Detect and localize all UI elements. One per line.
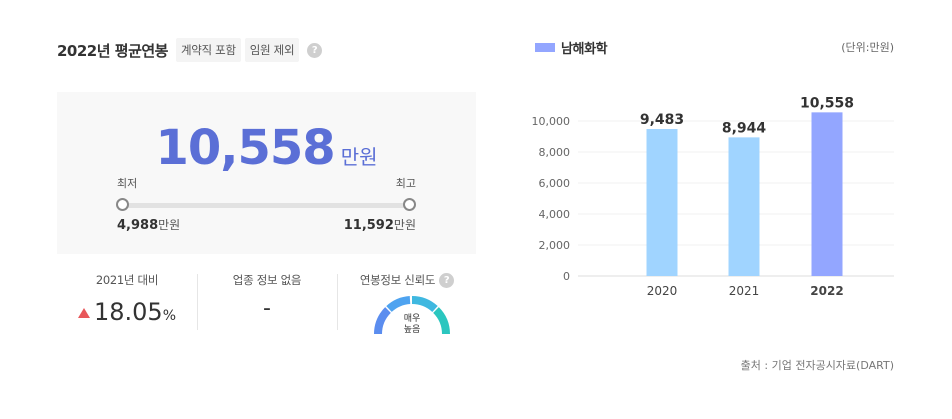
salary-stats: 2021년 대비 18.05% 업종 정보 없음 - 연봉정보 신뢰도? 매우 … xyxy=(57,272,476,338)
reliability-help-icon[interactable]: ? xyxy=(439,272,455,288)
reliability-header: 연봉정보 신뢰도? xyxy=(337,272,477,288)
max-salary-value: 11,592 xyxy=(343,218,394,233)
stats-divider xyxy=(337,274,338,330)
max-salary: 11,592만원 xyxy=(344,216,416,233)
bar xyxy=(646,129,678,276)
reliability-label: 연봉정보 신뢰도 xyxy=(359,273,436,287)
industry-value: - xyxy=(263,296,271,321)
bar-value-label: 10,558 xyxy=(800,95,854,111)
yoy-stat: 2021년 대비 18.05% xyxy=(57,272,197,338)
yoy-label: 2021년 대비 xyxy=(95,273,159,287)
bar xyxy=(811,112,843,276)
y-tick-label: 10,000 xyxy=(532,115,571,128)
salary-range-track xyxy=(123,203,410,208)
tag-contract-included: 계약직 포함 xyxy=(175,38,241,62)
average-salary-value: 10,558 xyxy=(155,120,335,176)
min-salary: 4,988만원 xyxy=(117,216,180,233)
reliability-text-line2: 높음 xyxy=(404,324,421,335)
chart-legend: 남해화학 xyxy=(535,38,608,57)
up-arrow-icon xyxy=(77,308,90,318)
tag-executive-excluded: 임원 제외 xyxy=(244,38,300,62)
yoy-change: 18.05% xyxy=(57,298,197,326)
yoy-unit: % xyxy=(162,308,177,324)
x-tick-label: 2022 xyxy=(810,284,843,298)
min-salary-unit: 만원 xyxy=(158,218,181,232)
source-note: 출처 : 기업 전자공시자료(DART) xyxy=(740,359,894,372)
y-tick-label: 0 xyxy=(563,270,570,283)
max-salary-unit: 만원 xyxy=(393,218,416,232)
average-salary: 10,558 만원 xyxy=(57,120,476,176)
y-tick-label: 8,000 xyxy=(539,146,571,159)
min-label: 최저 xyxy=(117,177,138,190)
average-salary-box: 10,558 만원 최저 최고 4,988만원 11,592만원 xyxy=(57,92,476,254)
bar-value-label: 9,483 xyxy=(640,112,684,128)
max-label: 최고 xyxy=(395,177,416,190)
legend-company-name: 남해화학 xyxy=(561,42,608,57)
stats-divider xyxy=(197,274,198,330)
salary-panel: 2022년 평균연봉 계약직 포함 임원 제외 ? 10,558 만원 최저 최고… xyxy=(57,0,476,419)
help-icon[interactable]: ? xyxy=(307,42,323,58)
range-min-marker xyxy=(116,198,129,211)
x-tick-label: 2020 xyxy=(647,284,678,298)
salary-header: 2022년 평균연봉 계약직 포함 임원 제외 ? xyxy=(57,38,323,62)
y-tick-label: 6,000 xyxy=(539,177,571,190)
page-title: 2022년 평균연봉 xyxy=(57,41,168,60)
average-salary-unit: 만원 xyxy=(340,145,378,169)
y-tick-label: 4,000 xyxy=(539,208,571,221)
reliability-gauge: 매우 높음 xyxy=(374,296,450,335)
reliability-stat: 연봉정보 신뢰도? 매우 높음 xyxy=(337,272,477,338)
y-tick-label: 2,000 xyxy=(539,239,571,252)
unit-note: (단위:만원) xyxy=(841,41,894,54)
reliability-text-line1: 매우 xyxy=(404,313,421,324)
salary-bar-chart: 0 2,000 4,000 6,000 8,000 10,000 9,483 2020 8,94… xyxy=(532,95,894,298)
bar xyxy=(728,137,760,276)
industry-label: 업종 정보 없음 xyxy=(232,273,302,287)
bar-value-label: 8,944 xyxy=(722,120,767,136)
min-salary-value: 4,988 xyxy=(117,218,159,233)
industry-stat: 업종 정보 없음 - xyxy=(197,272,337,338)
range-max-marker xyxy=(403,198,416,211)
yoy-value: 18.05 xyxy=(93,298,163,326)
legend-swatch xyxy=(535,43,555,52)
x-tick-label: 2021 xyxy=(729,284,760,298)
